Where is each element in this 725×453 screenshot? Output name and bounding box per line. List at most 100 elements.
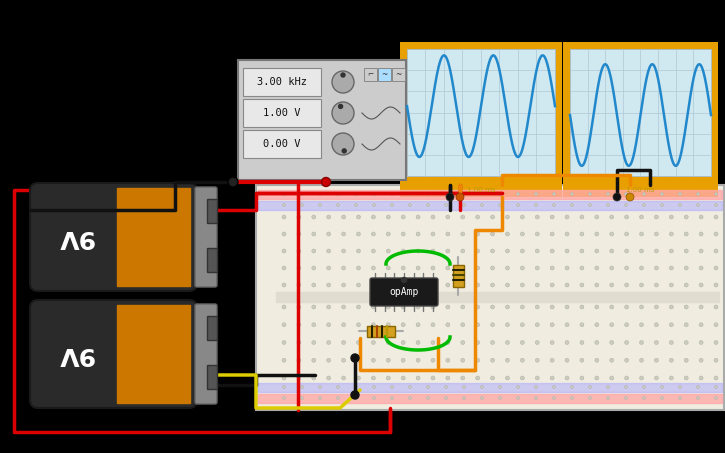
Circle shape (505, 305, 510, 309)
Circle shape (580, 323, 584, 327)
Circle shape (476, 215, 480, 219)
Circle shape (669, 341, 674, 344)
Circle shape (610, 249, 614, 253)
Circle shape (505, 376, 510, 380)
Circle shape (679, 193, 682, 196)
Circle shape (297, 266, 301, 270)
Bar (243, 130, 321, 158)
Circle shape (444, 386, 447, 389)
Circle shape (697, 386, 700, 389)
Circle shape (625, 358, 629, 362)
Circle shape (401, 215, 405, 219)
Circle shape (521, 283, 524, 287)
Circle shape (357, 283, 360, 287)
Circle shape (282, 266, 286, 270)
Circle shape (580, 358, 584, 362)
Circle shape (283, 396, 286, 400)
Circle shape (371, 266, 376, 270)
Circle shape (327, 249, 331, 253)
Circle shape (416, 249, 420, 253)
Circle shape (613, 193, 621, 201)
Bar (453, 265, 464, 287)
Circle shape (684, 215, 688, 219)
Circle shape (580, 376, 584, 380)
Bar (117, 305, 191, 403)
Circle shape (283, 386, 286, 389)
Circle shape (521, 323, 524, 327)
Circle shape (386, 341, 390, 344)
Circle shape (357, 266, 360, 270)
Circle shape (535, 266, 539, 270)
Circle shape (580, 283, 584, 287)
Circle shape (371, 341, 376, 344)
Circle shape (594, 266, 599, 270)
Circle shape (624, 386, 628, 389)
Circle shape (534, 386, 537, 389)
Text: ~: ~ (381, 70, 388, 79)
Text: 0.00 V: 0.00 V (263, 139, 301, 149)
Circle shape (589, 203, 592, 207)
Circle shape (715, 203, 718, 207)
Circle shape (594, 358, 599, 362)
Circle shape (669, 232, 674, 236)
Circle shape (282, 341, 286, 344)
Circle shape (669, 215, 674, 219)
Circle shape (431, 376, 435, 380)
Circle shape (580, 215, 584, 219)
Circle shape (282, 215, 286, 219)
Circle shape (300, 203, 304, 207)
Circle shape (669, 323, 674, 327)
Circle shape (679, 396, 682, 400)
Circle shape (476, 232, 480, 236)
Circle shape (431, 249, 435, 253)
Circle shape (679, 203, 682, 207)
Circle shape (318, 386, 321, 389)
Circle shape (655, 305, 658, 309)
Circle shape (535, 376, 539, 380)
Circle shape (373, 396, 376, 400)
Circle shape (594, 215, 599, 219)
Circle shape (408, 203, 412, 207)
Circle shape (426, 386, 429, 389)
Circle shape (282, 232, 286, 236)
Circle shape (461, 323, 465, 327)
Text: 1.00 ms: 1.00 ms (467, 187, 495, 193)
Circle shape (371, 358, 376, 362)
Circle shape (571, 203, 573, 207)
Circle shape (535, 323, 539, 327)
Circle shape (516, 203, 520, 207)
Circle shape (535, 215, 539, 219)
Circle shape (550, 376, 554, 380)
Circle shape (565, 305, 569, 309)
Circle shape (341, 266, 346, 270)
Circle shape (715, 193, 718, 196)
Circle shape (297, 358, 301, 362)
Circle shape (550, 249, 554, 253)
Circle shape (521, 358, 524, 362)
Circle shape (499, 386, 502, 389)
Circle shape (402, 278, 407, 283)
Circle shape (401, 323, 405, 327)
Circle shape (491, 358, 494, 362)
Circle shape (565, 323, 569, 327)
Circle shape (357, 323, 360, 327)
Circle shape (341, 73, 345, 77)
Circle shape (607, 396, 610, 400)
Circle shape (446, 305, 450, 309)
Circle shape (660, 396, 663, 400)
Circle shape (461, 249, 465, 253)
Circle shape (312, 323, 316, 327)
Circle shape (386, 215, 390, 219)
Circle shape (625, 283, 629, 287)
Circle shape (426, 193, 429, 196)
Circle shape (327, 283, 331, 287)
Circle shape (699, 341, 703, 344)
Circle shape (386, 249, 390, 253)
Circle shape (416, 215, 420, 219)
Circle shape (521, 305, 524, 309)
Circle shape (639, 323, 644, 327)
Circle shape (408, 193, 412, 196)
Circle shape (552, 386, 555, 389)
Circle shape (521, 215, 524, 219)
Circle shape (431, 215, 435, 219)
